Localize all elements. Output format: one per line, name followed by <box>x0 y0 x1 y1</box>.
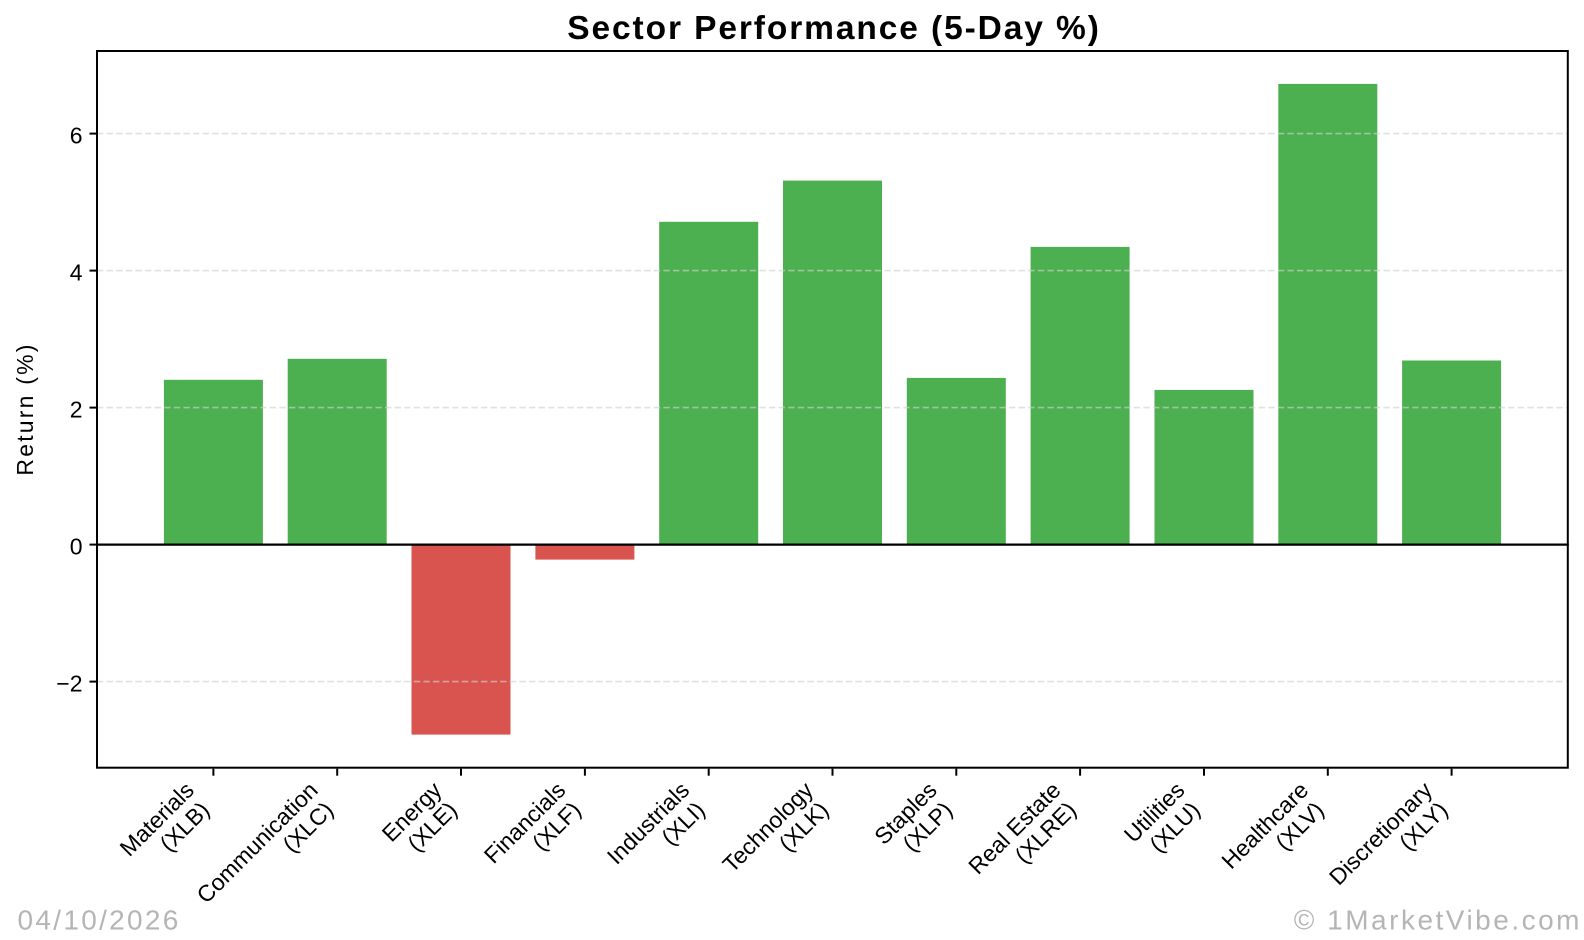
svg-text:04/10/2026: 04/10/2026 <box>18 905 181 936</box>
svg-text:Return (%): Return (%) <box>12 342 38 475</box>
svg-text:0: 0 <box>70 533 83 559</box>
svg-text:Sector Performance (5-Day %): Sector Performance (5-Day %) <box>567 10 1101 47</box>
svg-text:4: 4 <box>70 259 83 285</box>
svg-text:© 1MarketVibe.com: © 1MarketVibe.com <box>1294 905 1582 936</box>
svg-text:6: 6 <box>70 122 83 148</box>
svg-text:−2: −2 <box>56 670 82 696</box>
svg-text:2: 2 <box>70 396 83 422</box>
